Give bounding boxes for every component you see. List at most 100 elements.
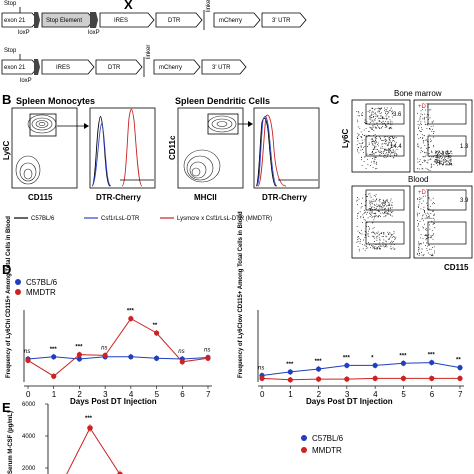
event-dot bbox=[369, 122, 371, 123]
event-dot bbox=[418, 243, 420, 245]
event-dot bbox=[378, 247, 380, 249]
construct1-utr-box bbox=[261, 12, 307, 28]
x-tick-label: 7 bbox=[458, 390, 463, 399]
event-dot bbox=[360, 143, 362, 145]
event-dot bbox=[373, 135, 374, 136]
event-dot bbox=[431, 130, 433, 132]
event-dot bbox=[389, 151, 390, 153]
panel-e-legend: C57BL/6 MMDTR bbox=[301, 434, 344, 455]
event-dot bbox=[430, 109, 432, 111]
event-dot bbox=[393, 138, 395, 139]
panel-c-ylabel: Ly6C bbox=[341, 129, 350, 148]
event-dot bbox=[368, 226, 369, 227]
event-dot bbox=[381, 245, 383, 247]
data-point bbox=[344, 362, 350, 369]
event-dot bbox=[380, 216, 381, 217]
event-dot bbox=[385, 143, 387, 145]
event-dot bbox=[381, 233, 382, 234]
event-dot bbox=[432, 224, 434, 225]
event-dot bbox=[369, 110, 371, 111]
construct1-utr-label: 3' UTR bbox=[272, 18, 291, 24]
event-dot bbox=[357, 230, 359, 232]
event-dot bbox=[426, 147, 427, 149]
event-dot bbox=[375, 114, 377, 115]
event-dot bbox=[431, 122, 433, 124]
event-dot bbox=[444, 157, 445, 159]
event-dot bbox=[361, 115, 363, 116]
event-dot bbox=[380, 115, 382, 117]
event-dot bbox=[375, 212, 377, 214]
event-dot bbox=[374, 248, 375, 250]
event-dot bbox=[427, 205, 428, 206]
event-dot bbox=[363, 210, 365, 211]
event-dot bbox=[360, 217, 362, 219]
data-point bbox=[400, 375, 407, 381]
event-dot bbox=[368, 135, 369, 136]
event-dot bbox=[441, 150, 443, 152]
event-dot bbox=[390, 208, 391, 209]
event-dot bbox=[371, 207, 372, 208]
event-dot bbox=[379, 201, 381, 203]
event-dot bbox=[383, 153, 384, 154]
legend-d-mmdtr-marker bbox=[15, 289, 21, 295]
event-dot bbox=[446, 153, 447, 155]
bm-dt-gate-low bbox=[427, 135, 467, 157]
event-dot bbox=[438, 152, 439, 154]
bm-dt-label: +DT bbox=[418, 104, 430, 110]
event-dot bbox=[391, 235, 393, 237]
data-point bbox=[51, 354, 57, 360]
event-dot bbox=[374, 205, 376, 206]
event-dot bbox=[357, 213, 359, 214]
significance-label: *** bbox=[315, 359, 323, 365]
event-dot bbox=[439, 162, 440, 164]
event-dot bbox=[388, 153, 389, 155]
event-dot bbox=[433, 145, 434, 146]
event-dot bbox=[426, 139, 428, 141]
event-dot bbox=[419, 119, 421, 121]
monocyte-hist-mmdtr-curve bbox=[121, 108, 143, 187]
event-dot bbox=[388, 239, 390, 240]
event-dot bbox=[374, 157, 376, 158]
event-dot bbox=[425, 238, 427, 240]
blood-dt-plot: +DT 3.9 bbox=[413, 185, 473, 259]
event-dot bbox=[367, 234, 369, 236]
event-dot bbox=[432, 253, 433, 255]
event-dot bbox=[375, 156, 377, 158]
event-dot bbox=[391, 142, 392, 144]
event-dot bbox=[437, 156, 439, 158]
event-dot bbox=[450, 158, 451, 160]
event-dot bbox=[417, 120, 419, 122]
event-dot bbox=[424, 217, 426, 219]
event-dot bbox=[373, 149, 375, 150]
panel-d: D C57BL/6 MMDTR Frequency of Ly6Chi CD11… bbox=[2, 211, 464, 406]
event-dot bbox=[362, 248, 364, 250]
event-dot bbox=[389, 139, 390, 141]
construct2-exon-label: exon 21 bbox=[4, 65, 26, 71]
event-dot bbox=[435, 153, 437, 155]
event-dot bbox=[446, 154, 448, 156]
event-dot bbox=[421, 203, 423, 204]
event-dot bbox=[380, 115, 381, 117]
event-dot bbox=[390, 120, 392, 122]
event-dot bbox=[418, 243, 420, 244]
event-dot bbox=[434, 161, 436, 162]
panel-c-xlabel: CD115 bbox=[444, 263, 469, 272]
event-dot bbox=[388, 233, 389, 235]
significance-label: ns bbox=[101, 345, 107, 351]
event-dot bbox=[380, 127, 382, 129]
event-dot bbox=[370, 214, 371, 215]
event-dot bbox=[385, 241, 387, 243]
event-dot bbox=[429, 129, 431, 130]
event-dot bbox=[428, 156, 430, 157]
construct2-ires-box bbox=[41, 59, 95, 75]
event-dot bbox=[389, 137, 390, 138]
event-dot bbox=[442, 152, 443, 154]
event-dot bbox=[420, 198, 422, 200]
event-dot bbox=[385, 120, 387, 122]
event-dot bbox=[362, 115, 363, 116]
dc-xlabel: MHCII bbox=[194, 193, 217, 202]
event-dot bbox=[451, 164, 453, 166]
monocyte-hist-frame bbox=[89, 107, 156, 189]
event-dot bbox=[430, 138, 431, 140]
event-dot bbox=[392, 157, 394, 159]
